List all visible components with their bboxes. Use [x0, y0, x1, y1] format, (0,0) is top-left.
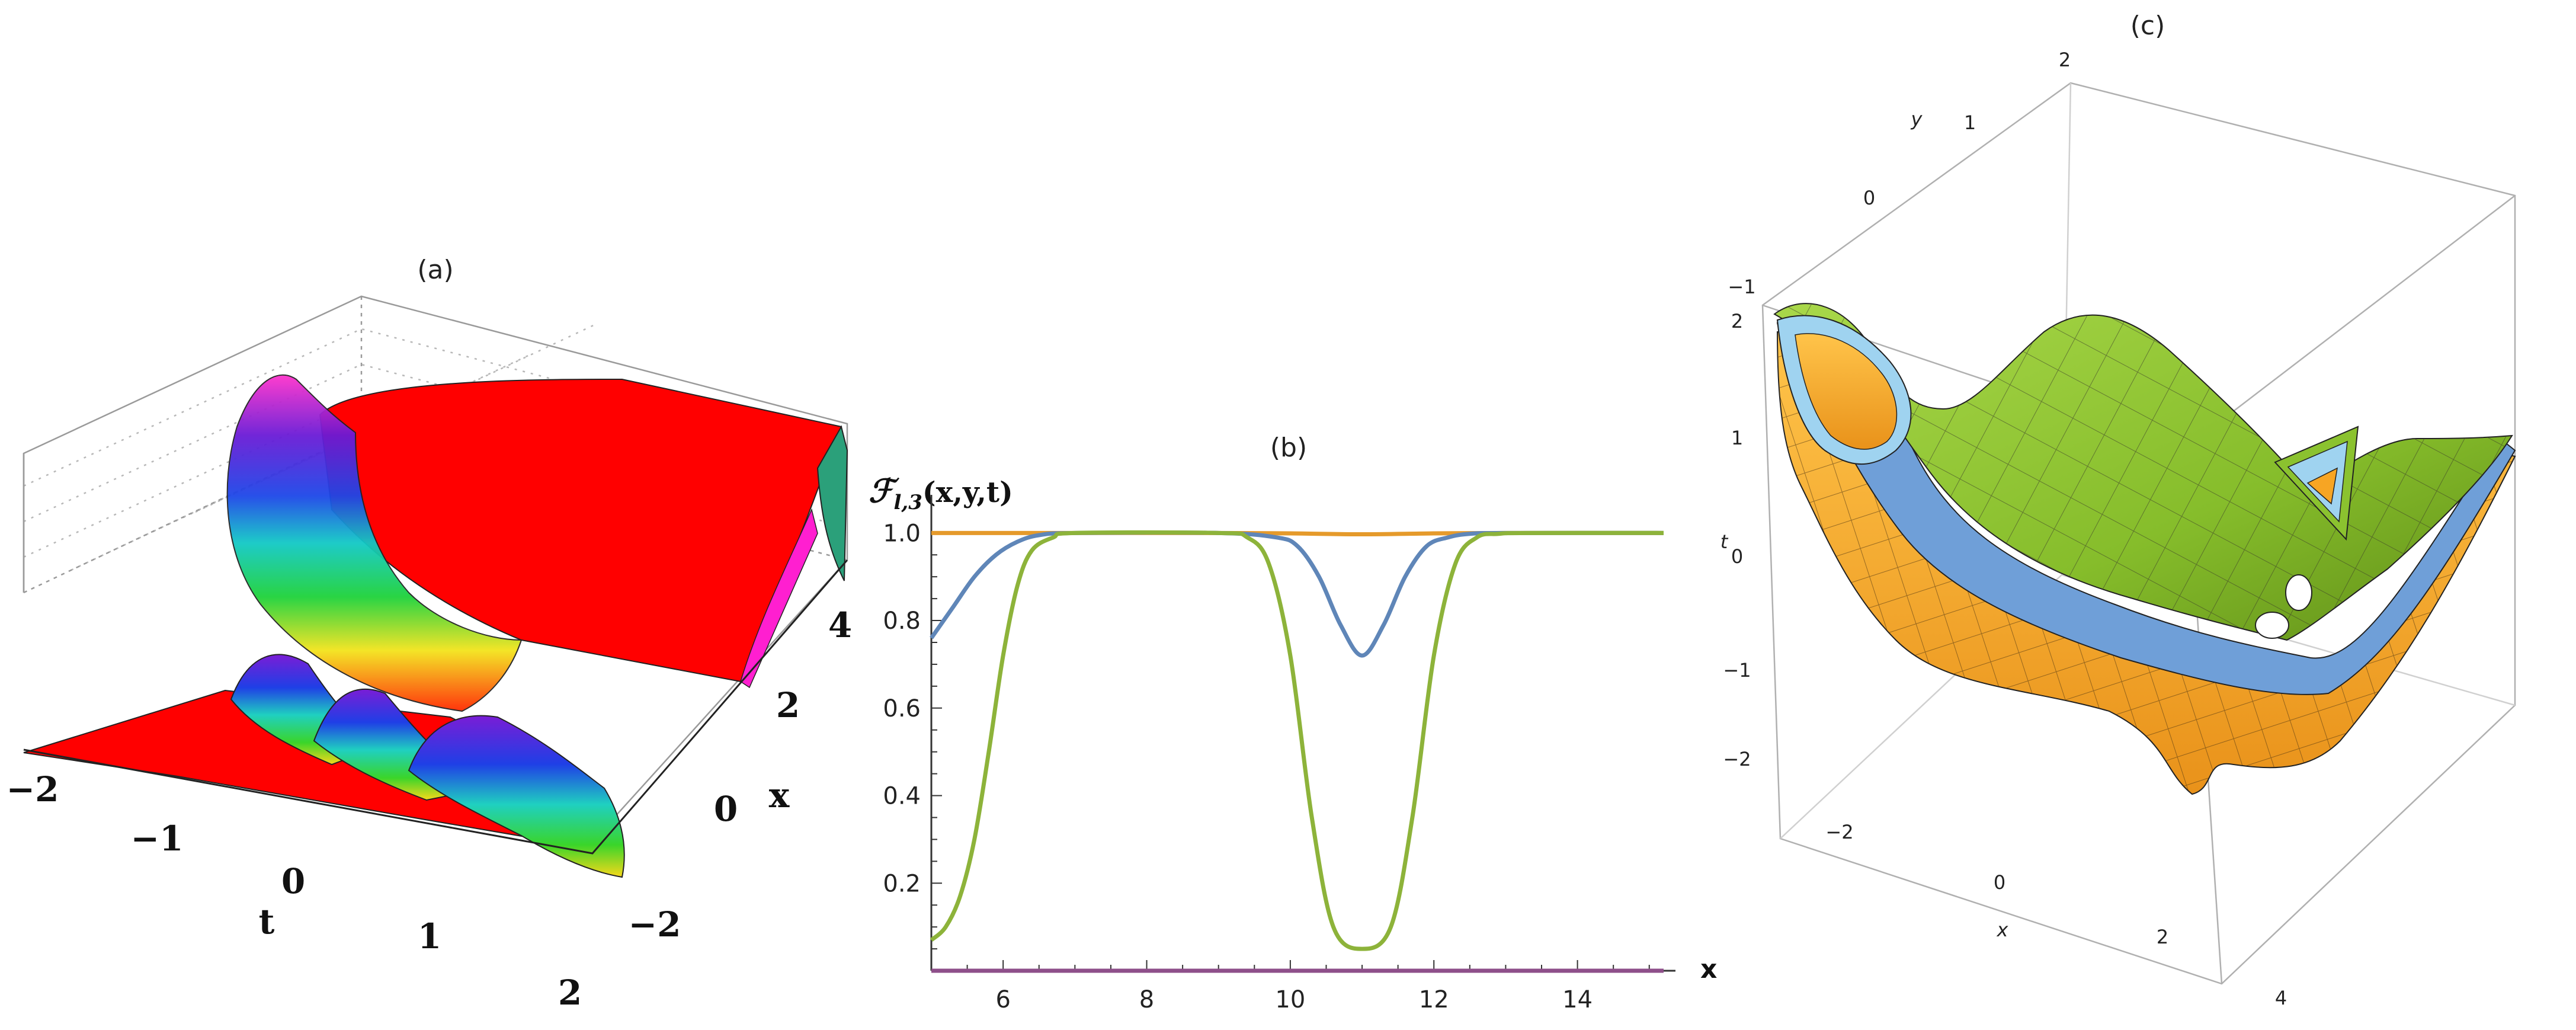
x-tick-label-0: 6 — [995, 986, 1010, 1013]
a-t-axis-label: t — [259, 901, 275, 942]
a-x-tick-1: 0 — [714, 789, 738, 829]
c-t-tick-1: 1 — [1731, 427, 1743, 449]
line-chart: 6 8 10 12 14 0.2 0.4 0.6 0.8 1.0 — [883, 495, 1675, 1013]
c-t-tick-2: 0 — [1731, 545, 1743, 568]
panel-c-green-mesh — [1774, 303, 2512, 640]
panel-a-top-plateau — [319, 378, 842, 683]
a-x-axis-label: x — [769, 775, 790, 815]
panel-c-t-ticks: 2 1 0 −1 −2 t — [1720, 310, 1751, 770]
x-tick-label-3: 12 — [1419, 986, 1449, 1013]
c-t-tick-4: −2 — [1723, 748, 1751, 770]
a-t-tick-3: 1 — [418, 916, 441, 957]
a-x-tick-2: 2 — [776, 685, 800, 725]
c-y-tick-1: 1 — [1964, 111, 1976, 134]
x-tick-label-1: 8 — [1139, 986, 1154, 1013]
panel-c-y-ticks: 2 1 0 −1 y — [1728, 49, 2071, 298]
c-y-tick-2: 0 — [1863, 187, 1875, 209]
panel-b: (b) ℱl,3(x,y,t) 6 8 10 12 140.20.40.60.81.0 … — [869, 433, 1717, 1013]
y-tick-label-1: 0.4 — [883, 783, 921, 810]
panel-a-magenta-edge — [740, 508, 818, 689]
panel-c: (c) 2 1 0 −1 y — [1720, 11, 2516, 1009]
y-tick-label-4: 1.0 — [883, 520, 921, 547]
a-t-tick-4: 2 — [558, 973, 582, 1013]
a-t-tick-2: 0 — [281, 861, 305, 901]
y-tick-label-3: 0.8 — [883, 607, 921, 635]
panel-a: (a) −2 −1 0 1 2 — [7, 255, 853, 1013]
panel-b-xlabel: x — [1700, 954, 1717, 984]
c-x-tick-1: 0 — [1994, 871, 2005, 894]
panel-c-left-curl-inner — [1795, 333, 1898, 450]
panel-c-caption: (c) — [2130, 11, 2165, 41]
a-t-tick-0: −2 — [7, 769, 59, 810]
panel-a-left-wall — [226, 374, 523, 712]
c-y-tick-0: 2 — [2059, 49, 2071, 71]
panel-a-front-edges — [23, 559, 848, 855]
c-y-label: y — [1911, 108, 1923, 130]
panel-a-t-ticks: −2 −1 0 1 2 t — [7, 769, 582, 1013]
panel-a-ridge-3 — [408, 715, 625, 878]
series-line-1 — [930, 530, 1664, 658]
c-x-tick-0: −2 — [1825, 821, 1853, 843]
a-x-tick-0: −2 — [629, 904, 681, 945]
c-y-tick-3: −1 — [1728, 276, 1755, 298]
c-x-tick-2: 2 — [2157, 926, 2168, 948]
x-tick-label-4: 14 — [1562, 986, 1593, 1013]
panel-b-caption: (b) — [1270, 433, 1307, 463]
c-t-tick-0: 2 — [1731, 310, 1743, 332]
panel-c-right-triangle-core — [2306, 467, 2338, 505]
c-t-label: t — [1720, 530, 1729, 553]
panel-c-hole-2 — [2285, 574, 2312, 611]
panel-a-caption: (a) — [417, 255, 453, 285]
a-t-tick-1: −1 — [131, 818, 184, 859]
panel-c-x-ticks: −2 0 2 4 x — [1825, 821, 2287, 1009]
c-x-tick-3: 4 — [2275, 987, 2287, 1009]
y-tick-label-0: 0.2 — [883, 870, 921, 897]
y-tick-label-2: 0.6 — [883, 695, 921, 722]
x-tick-label-2: 10 — [1275, 986, 1305, 1013]
panel-b-ylabel: ℱl,3(x,y,t) — [869, 472, 1013, 514]
series-line-2 — [930, 530, 1664, 951]
c-t-tick-3: −1 — [1723, 659, 1751, 682]
panel-c-hole-1 — [2255, 612, 2289, 639]
a-x-tick-3: 4 — [828, 605, 852, 645]
panel-a-right-dip — [816, 425, 848, 581]
c-x-label: x — [1997, 919, 2009, 941]
panel-a-x-ticks: −2 0 2 4 x — [629, 605, 853, 945]
